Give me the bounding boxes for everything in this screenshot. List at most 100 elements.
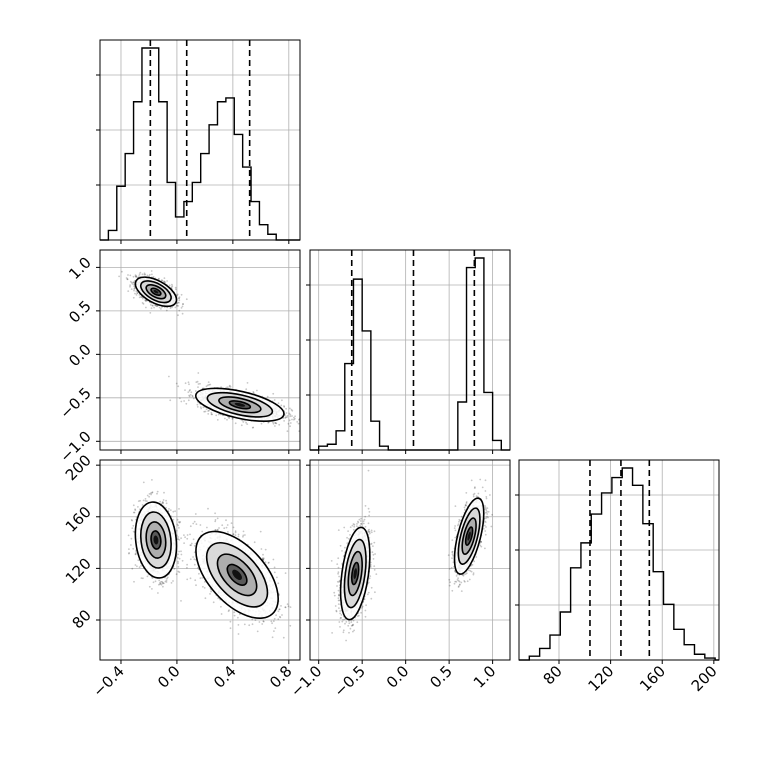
sample-point [284,572,287,574]
sample-point [274,422,277,425]
sample-point [266,395,269,398]
contour-line [134,501,178,579]
sample-point [134,274,137,277]
sample-point [246,382,249,384]
sample-point [199,406,202,408]
sample-point [234,534,237,537]
sample-point [162,501,164,504]
sample-point [274,627,277,629]
sample-point [142,577,144,580]
sample-point [191,395,194,398]
sample-point [135,275,138,277]
contour-line [228,400,252,410]
sample-point [172,580,174,582]
sample-point [142,303,145,305]
sample-point [178,297,181,300]
sample-point [164,281,167,284]
panel-frame [99,39,301,241]
sample-point [127,534,130,537]
sample-point [159,582,161,584]
sample-point [151,491,154,494]
sample-point [214,512,217,515]
sample-point [242,534,245,537]
sample-point [194,513,197,515]
sample-point [184,382,187,385]
sample-point [178,297,180,299]
sample-point [138,296,141,299]
sample-point [277,582,280,585]
sample-point [134,292,136,295]
sample-point [118,275,120,278]
sample-point [192,538,195,541]
sample-point [193,520,196,523]
sample-point [180,537,183,539]
sample-point [178,557,181,560]
sample-point [220,386,223,388]
sample-point [285,412,288,414]
sample-point [237,633,240,635]
sample-point [163,280,166,283]
sample-point [272,558,275,561]
sample-point [131,283,134,285]
sample-point [206,526,208,529]
sample-point [188,383,190,386]
sample-point [232,533,235,536]
sample-point [194,390,197,392]
sample-point [144,299,147,301]
sample-point [177,560,179,563]
sample-point [228,385,231,388]
sample-point [183,400,186,402]
sample-point [139,499,142,502]
sample-point [256,389,258,392]
sample-point [252,426,255,429]
sample-point [126,278,129,281]
sample-point [262,620,265,623]
sample-point [252,392,255,394]
sample-point [168,284,171,287]
sample-point [140,577,143,579]
sample-point [133,288,136,290]
sample-point [174,510,177,513]
sample-point [137,500,140,502]
sample-point [262,553,264,556]
sample-point [158,579,161,582]
sample-point [140,296,143,299]
sample-point [151,304,154,307]
sample-point [297,422,300,425]
sample-point [181,305,184,308]
sample-point [277,402,280,405]
sample-point [210,411,213,414]
sample-point [130,544,132,546]
sample-point [160,308,162,310]
sample-point [293,416,295,419]
sample-point [289,606,292,608]
sample-point [228,417,231,419]
histogram-step [310,257,510,451]
sample-point [170,582,173,584]
sample-point [275,422,278,425]
histogram-panel-2 [515,459,720,664]
sample-point [176,293,179,296]
sample-point [205,385,208,388]
sample-point [172,510,175,513]
sample-point [175,573,178,576]
sample-point [132,275,135,278]
sample-point [165,499,168,502]
sample-point [201,530,204,533]
sample-point [151,273,153,276]
sample-point [158,306,161,309]
sample-point [287,422,290,425]
sample-point [181,559,184,562]
sample-point [285,407,287,410]
scatter-points [127,479,292,639]
sample-point [301,419,303,421]
contour-line [145,283,167,300]
sample-point [245,421,248,424]
sample-point [138,294,141,296]
sample-point [166,280,169,282]
sample-point [160,583,163,586]
sample-point [196,380,199,383]
panel-frame [99,249,301,451]
sample-point [134,553,137,555]
sample-point [291,415,293,417]
